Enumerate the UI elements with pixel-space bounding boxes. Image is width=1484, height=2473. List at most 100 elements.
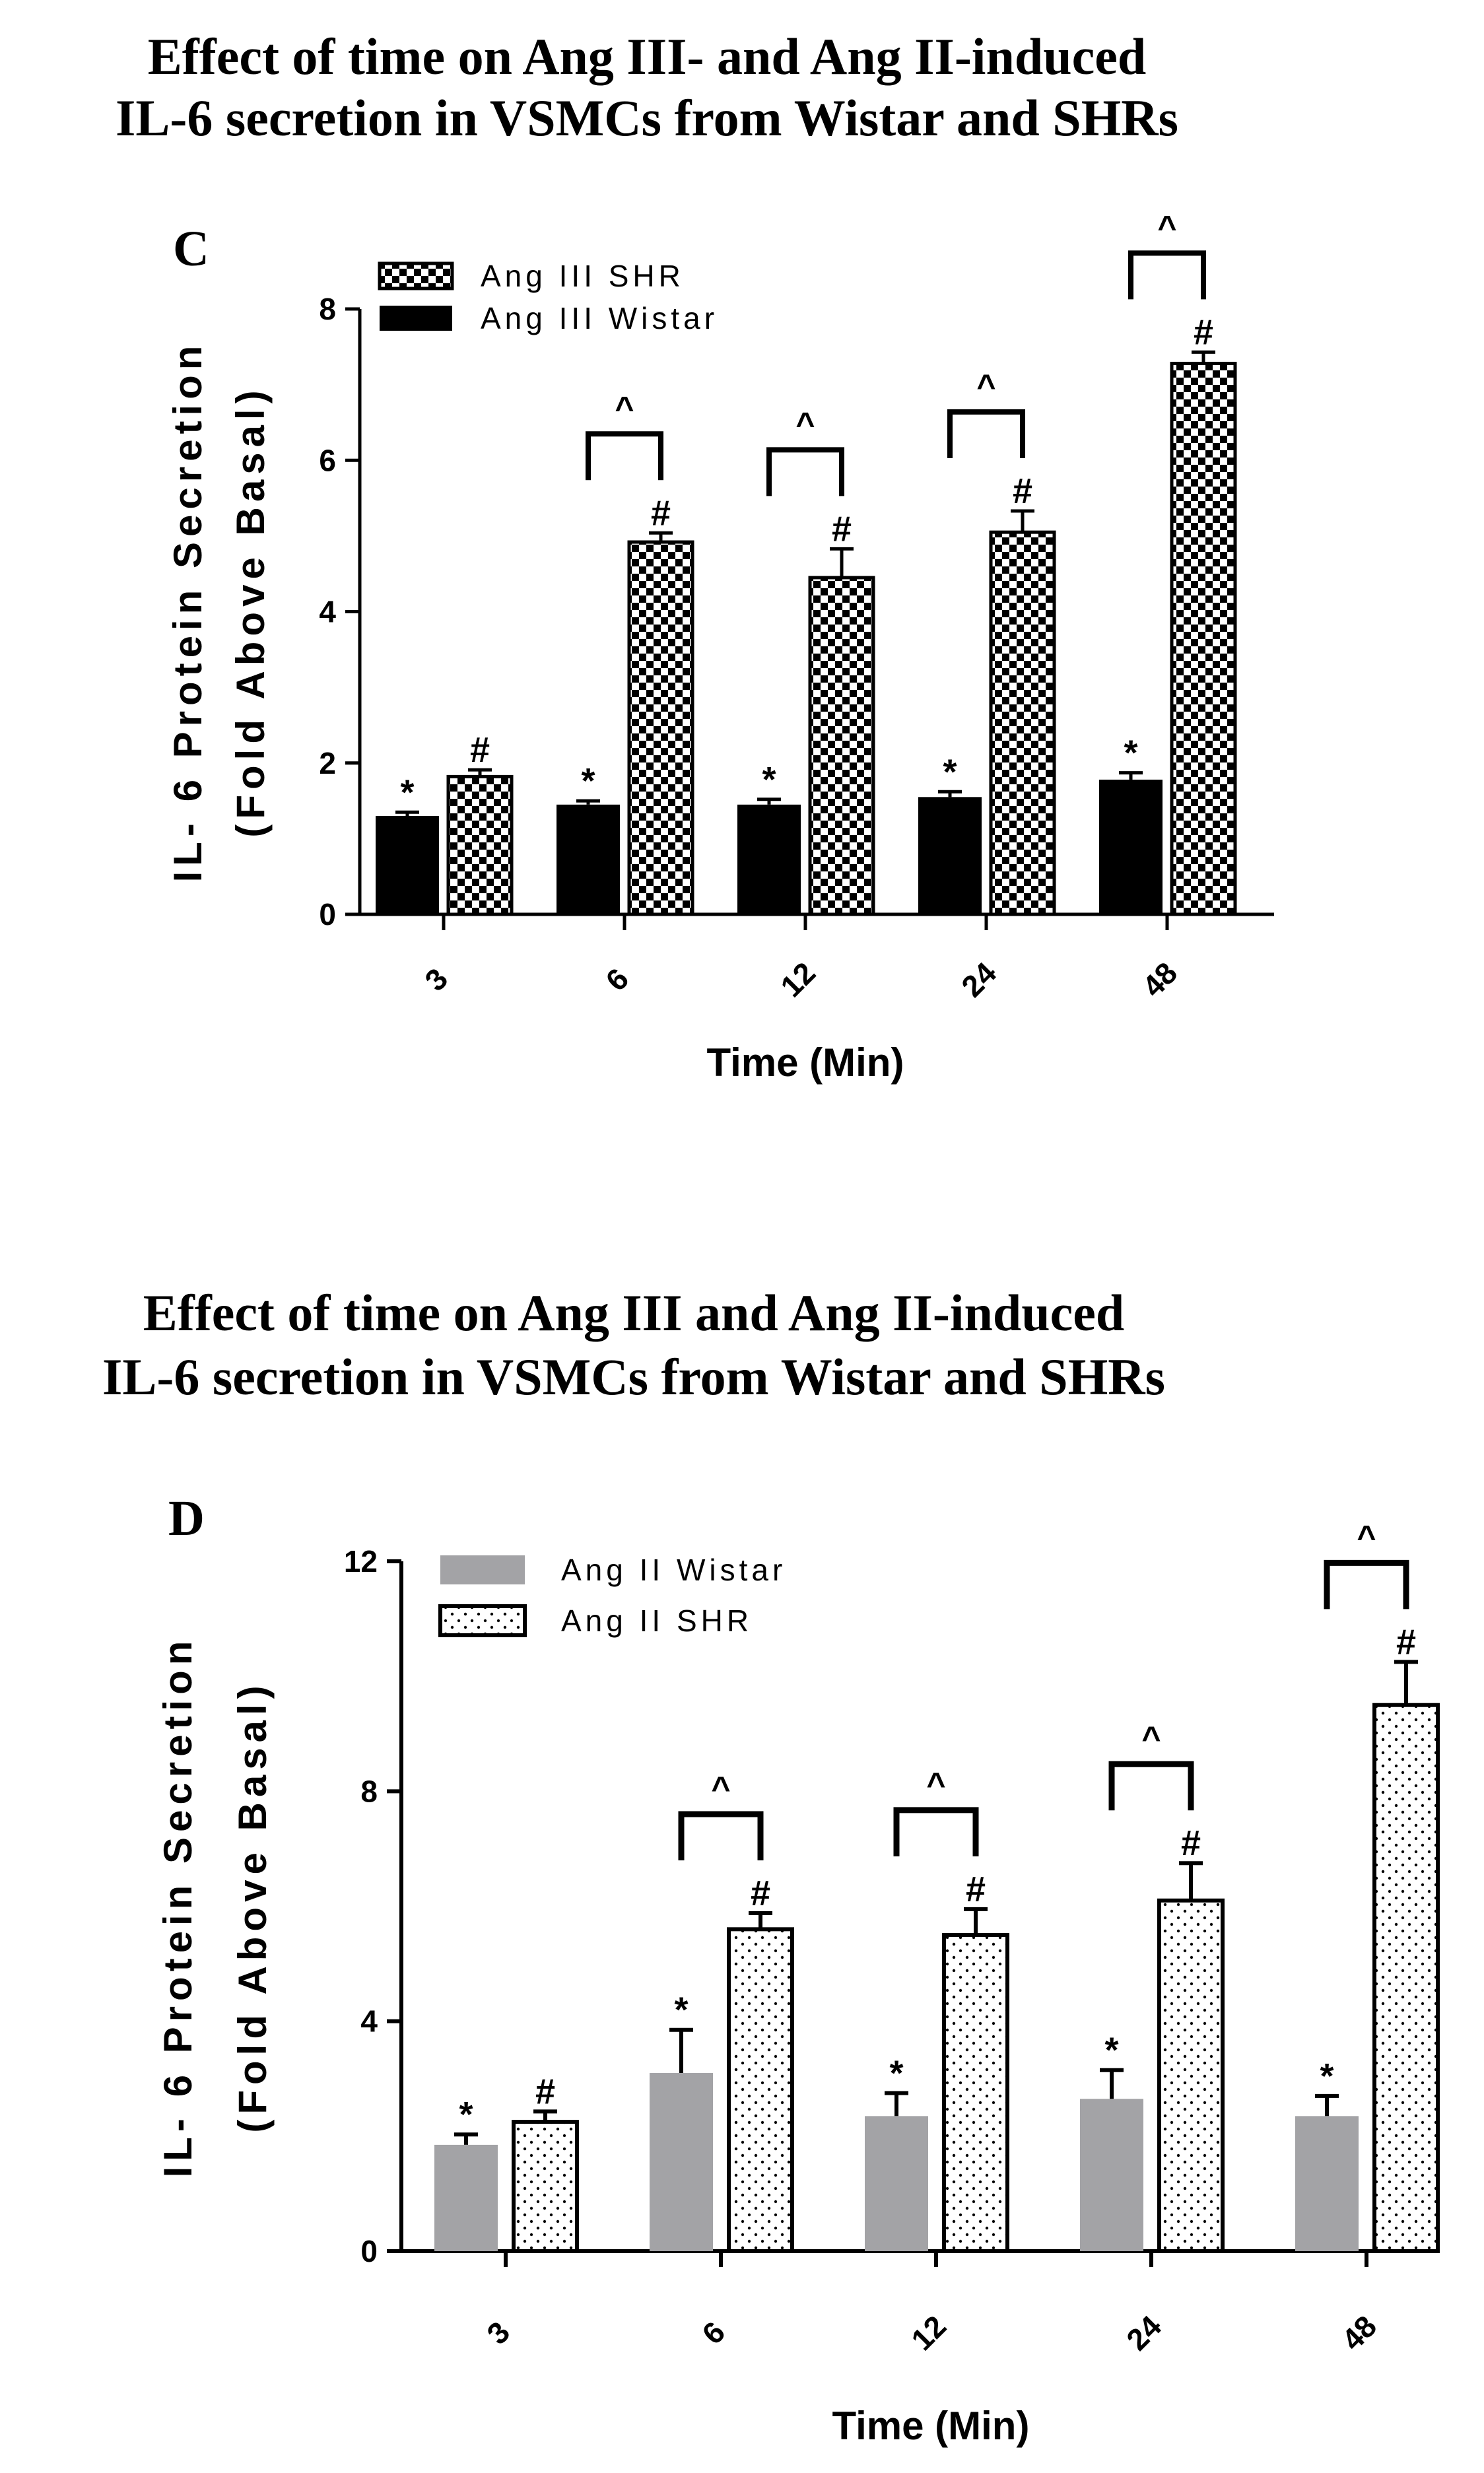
x-tick-label: 3	[480, 2315, 516, 2351]
bar-ang-iii-wistar	[1099, 779, 1163, 914]
comparison-bracket	[678, 1811, 764, 1860]
bar-ang-iii-shr	[627, 540, 694, 916]
comparison-caret: ^	[615, 390, 634, 426]
x-tick-label: 6	[695, 2315, 731, 2351]
y-tick-label: 8	[360, 1774, 378, 1808]
x-tick-label: 6	[599, 961, 635, 998]
y-tick-label: 6	[319, 443, 336, 477]
comparison-caret: ^	[976, 368, 995, 405]
comparison-caret: ^	[1141, 1720, 1161, 1757]
panel-d-title-line-1: Effect of time on Ang III and Ang II-ind…	[143, 1284, 1125, 1341]
significance-mark: *	[1124, 733, 1137, 773]
bar-ang-iii-shr	[808, 576, 875, 916]
bar-ang-iii-wistar	[556, 804, 620, 914]
bar-ang-iii-shr	[1170, 362, 1237, 916]
comparison-caret: ^	[1357, 1518, 1376, 1555]
bar-ang-iii-wistar	[737, 804, 801, 914]
y-tick-label: 12	[344, 1544, 378, 1578]
x-axis-label: Time (Min)	[832, 2404, 1030, 2448]
bar-ang-ii-shr	[1157, 1898, 1225, 2254]
significance-mark: *	[459, 2095, 473, 2134]
significance-mark: *	[400, 772, 414, 812]
y-tick-label: 2	[319, 746, 336, 780]
bar-ang-ii-shr	[512, 2120, 579, 2253]
legend-label: Ang II Wistar	[561, 1553, 786, 1587]
panel-d-chart: Effect of time on Ang III and Ang II-ind…	[102, 1284, 1440, 2448]
significance-mark: #	[1013, 471, 1032, 511]
panel-c-title-line-1: Effect of time on Ang III- and Ang II-in…	[148, 28, 1147, 85]
significance-mark: #	[1181, 1823, 1201, 1863]
bar-ang-ii-shr	[942, 1933, 1009, 2254]
comparison-bracket	[766, 447, 844, 496]
y-axis-label-line-1: IL- 6 Protein Secretion	[156, 1636, 200, 2178]
comparison-bracket	[893, 1807, 979, 1856]
comparison-caret: ^	[795, 405, 815, 442]
significance-mark: #	[535, 2072, 555, 2111]
comparison-bracket	[947, 409, 1025, 459]
x-axis-label: Time (Min)	[707, 1040, 904, 1085]
bar-ang-iii-shr	[446, 774, 514, 916]
bar-ang-iii-wistar	[376, 815, 439, 914]
comparison-bracket	[1324, 1559, 1409, 1609]
significance-mark: #	[651, 493, 671, 533]
significance-mark: *	[674, 1990, 688, 2030]
y-tick-label: 4	[360, 2004, 378, 2039]
legend-swatch	[438, 1604, 527, 1637]
significance-mark: *	[943, 752, 957, 792]
panel-c-chart: Effect of time on Ang III- and Ang II-in…	[116, 28, 1274, 1085]
comparison-caret: ^	[1157, 209, 1176, 246]
bar-ang-ii-shr	[1372, 1703, 1440, 2253]
panel-d-letter: D	[168, 1491, 205, 1546]
significance-mark: #	[470, 730, 490, 770]
comparison-bracket	[1108, 1761, 1194, 1811]
significance-mark: *	[1104, 2031, 1118, 2070]
panel-d-title-line-2: IL-6 secretion in VSMCs from Wistar and …	[102, 1348, 1165, 1406]
x-tick-label: 3	[418, 961, 454, 998]
y-tick-label: 8	[319, 292, 336, 326]
legend-swatch	[440, 1555, 525, 1584]
significance-mark: #	[832, 509, 852, 549]
significance-mark: #	[1396, 1622, 1416, 1662]
x-tick-label: 24	[1120, 2309, 1168, 2357]
significance-mark: #	[1194, 312, 1213, 352]
significance-mark: #	[966, 1870, 986, 1909]
bar-ang-ii-wistar	[865, 2116, 928, 2251]
y-tick-label: 0	[360, 2234, 378, 2268]
y-axis-label-line-1: IL- 6 Protein Secretion	[166, 341, 210, 883]
legend-label: Ang II SHR	[561, 1604, 753, 1638]
x-tick-label: 24	[955, 955, 1003, 1003]
significance-mark: *	[1320, 2056, 1333, 2096]
legend-swatch	[380, 306, 452, 331]
significance-mark: *	[889, 2054, 903, 2093]
x-tick-label: 12	[904, 2309, 953, 2357]
comparison-caret: ^	[926, 1766, 945, 1803]
y-tick-label: 4	[319, 595, 336, 629]
x-tick-label: 12	[774, 955, 822, 1003]
x-tick-label: 48	[1335, 2309, 1383, 2357]
x-tick-label: 48	[1135, 955, 1184, 1003]
y-tick-label: 0	[319, 897, 336, 932]
bar-ang-ii-wistar	[1295, 2116, 1359, 2251]
bar-ang-ii-shr	[727, 1927, 794, 2253]
comparison-bracket	[586, 431, 663, 481]
bar-ang-iii-wistar	[918, 797, 982, 914]
legend-label: Ang III SHR	[481, 259, 685, 293]
legend-swatch	[378, 261, 454, 290]
legend-label: Ang III Wistar	[481, 301, 718, 335]
y-axis-label-line-2: (Fold Above Basal)	[228, 385, 273, 837]
comparison-bracket	[1128, 250, 1206, 300]
panel-c-title-line-2: IL-6 secretion in VSMCs from Wistar and …	[116, 89, 1178, 147]
comparison-caret: ^	[711, 1770, 730, 1807]
y-axis-label-line-2: (Fold Above Basal)	[230, 1680, 275, 2132]
panel-c-letter: C	[173, 221, 209, 277]
significance-mark: *	[762, 760, 776, 799]
bar-ang-ii-wistar	[650, 2073, 713, 2251]
significance-mark: #	[751, 1874, 770, 1913]
significance-mark: *	[581, 761, 595, 801]
bar-ang-iii-shr	[989, 530, 1056, 916]
bar-ang-ii-wistar	[1080, 2099, 1143, 2251]
bar-ang-ii-wistar	[434, 2144, 498, 2251]
